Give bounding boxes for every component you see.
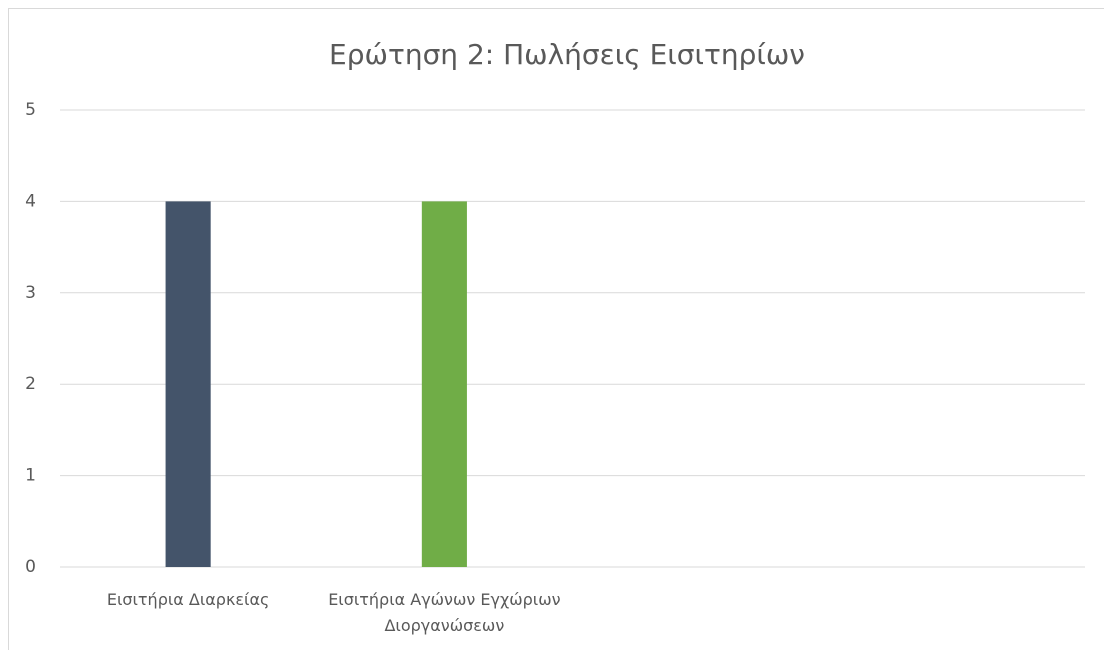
chart-title: Ερώτηση 2: Πωλήσεις Εισιτηρίων [329,38,805,71]
bar [165,201,211,567]
y-tick-label: 3 [25,283,36,303]
y-tick-label: 2 [25,374,36,394]
x-tick-label: Εισιτήρια Αγώνων Εγχώριων Διοργανώσεων [328,590,561,635]
bar [421,201,467,567]
y-tick-label: 5 [25,100,36,120]
y-tick-label: 4 [25,191,36,211]
x-tick-label: Εισιτήρια Διαρκείας [106,590,270,609]
y-tick-label: 0 [25,557,36,577]
chart-frame [8,8,1104,650]
y-tick-label: 1 [25,466,36,486]
